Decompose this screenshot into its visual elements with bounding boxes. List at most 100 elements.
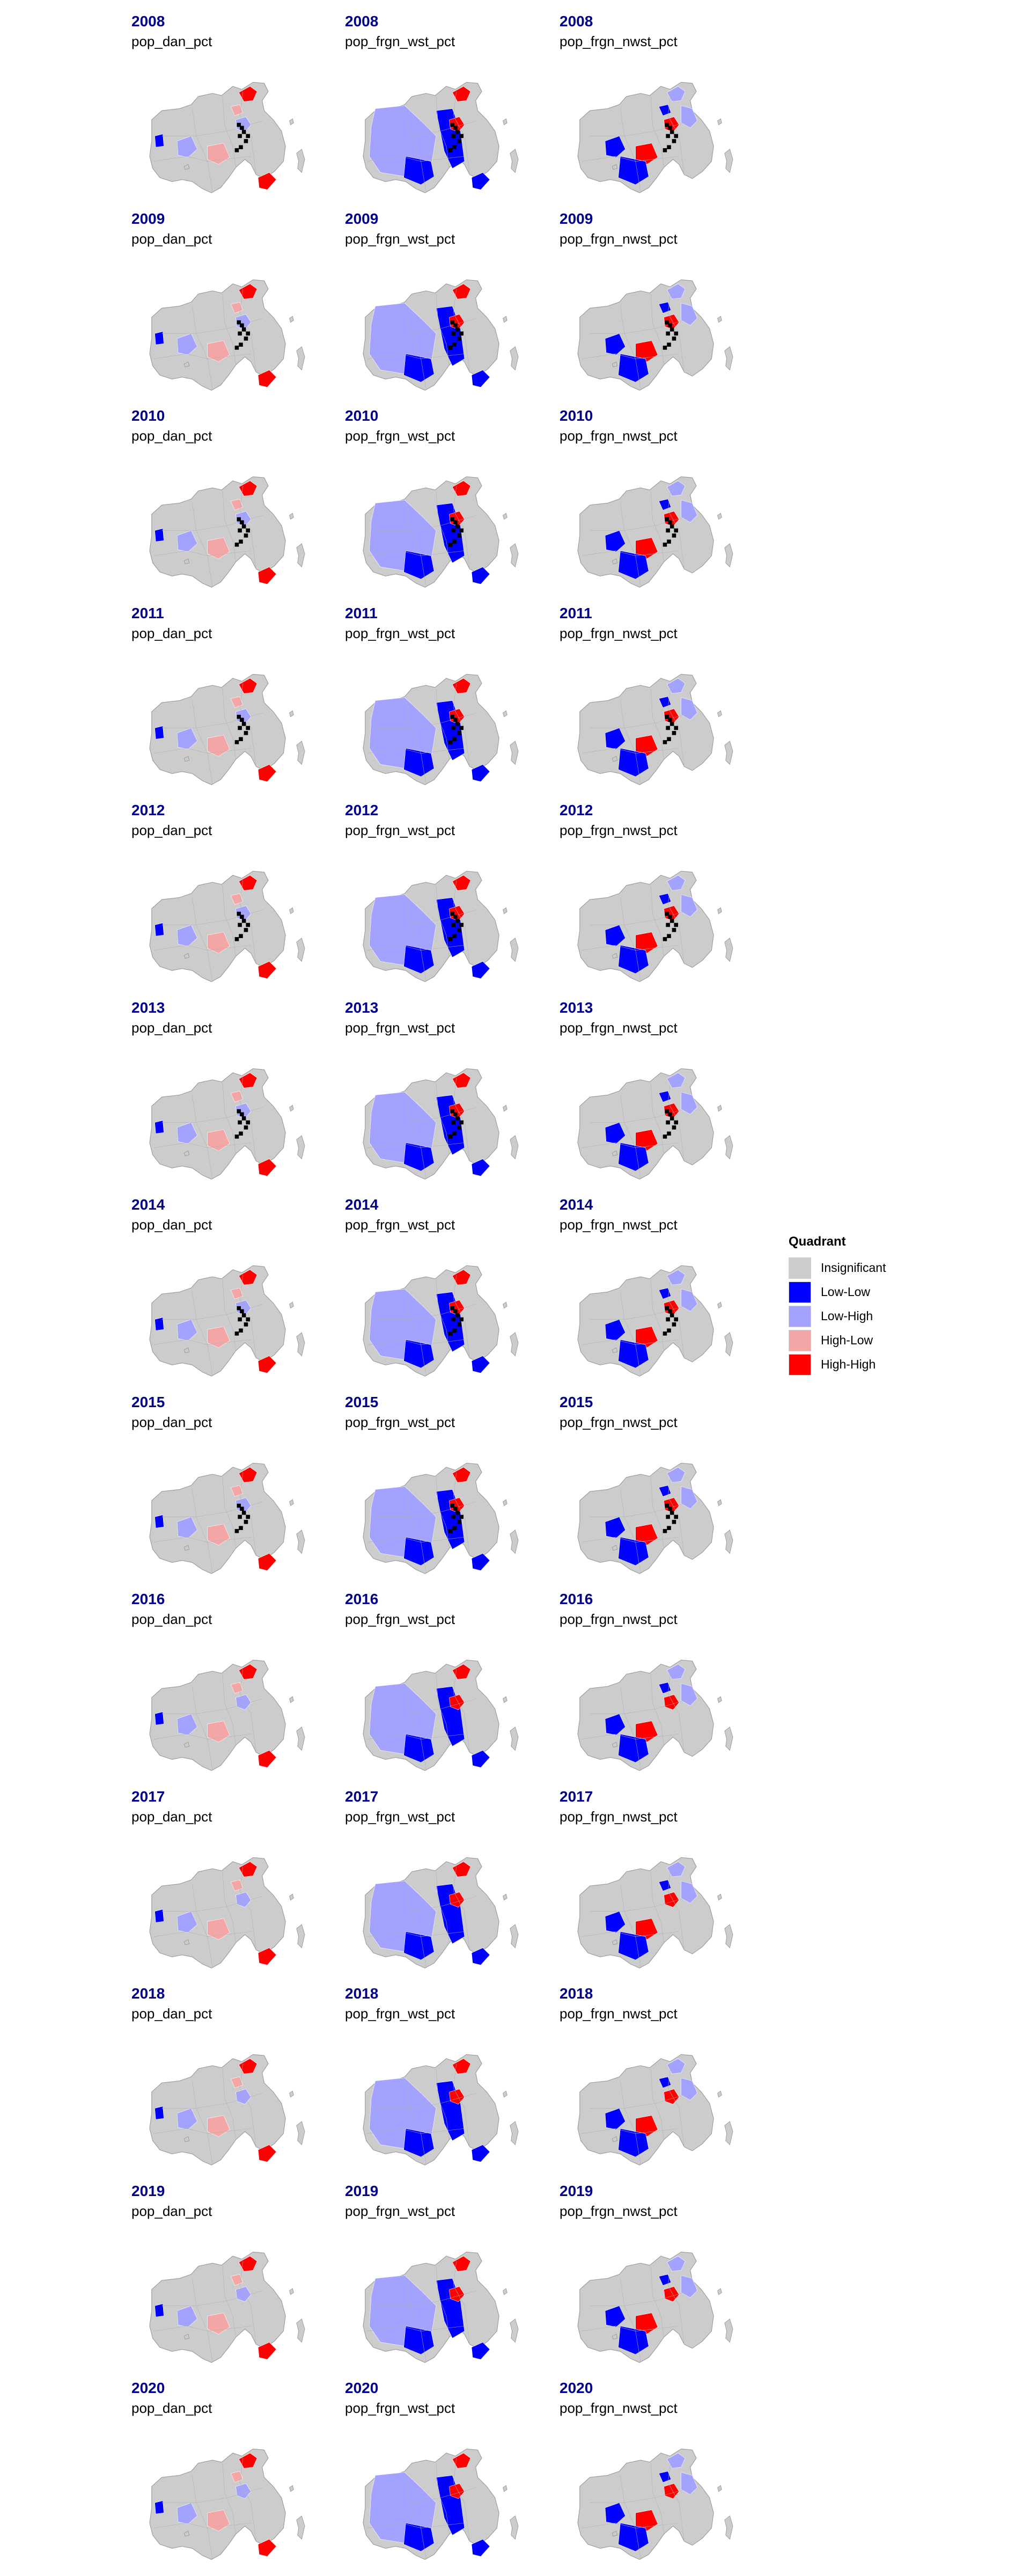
cluster-region [681,2274,698,2298]
island-shape [724,2515,733,2540]
capital-patch [665,1503,669,1507]
cluster-map [363,1857,519,1968]
cluster-region [176,1319,198,1341]
cluster-region [176,530,198,552]
map-panel: 2015 pop_dan_pct [131,1393,341,1586]
cluster-region [207,932,230,954]
capital-patch [663,345,667,350]
island-shape [296,2121,305,2146]
capital-patch [459,1317,464,1322]
capital-patch [240,1112,244,1116]
cluster-region [230,302,244,313]
municipality-border [153,1931,251,1937]
capital-patch [241,1116,246,1121]
cluster-region [238,1269,258,1285]
cluster-region [618,1142,649,1171]
cluster-map [149,279,305,391]
municipality-border [582,2522,679,2528]
cluster-region [449,116,465,133]
panel-year-title: 2014 [131,1196,165,1213]
municipality-border [582,1536,679,1542]
capital-patch [455,1313,460,1318]
capital-patch [674,528,678,533]
capital-patch [239,145,243,149]
cluster-region [452,1664,471,1680]
municipality-border [222,1279,236,1351]
region-outline [149,279,286,391]
capital-patch [244,928,248,932]
capital-patch [674,1317,678,1322]
capital-patch [453,914,458,919]
cluster-region [605,2108,626,2130]
region-outline [149,674,286,785]
cluster-region [176,2108,198,2130]
cluster-region [449,1497,465,1513]
island-shape [503,316,507,323]
cluster-region [658,1287,672,1300]
cluster-region [658,2471,672,2483]
cluster-region [635,2509,658,2531]
panel-variable-label: pop_frgn_wst_pct [345,33,455,49]
cluster-region [658,2076,672,2089]
capital-patch [667,1525,671,1530]
municipality-border [161,2290,263,2306]
panel-year-title: 2008 [131,13,165,30]
cluster-region [618,1536,649,1565]
panel-year-title: 2015 [560,1393,593,1410]
cluster-region [154,725,164,740]
cluster-region [452,875,471,891]
panel-variable-label: pop_frgn_nwst_pct [560,2006,678,2022]
cluster-map [363,2448,519,2560]
cluster-region [664,2483,680,2499]
capital-patch [670,1313,674,1318]
cluster-region [681,1091,698,1115]
cluster-region [258,2341,277,2360]
municipality-border [375,1896,477,1912]
capital-patch [667,736,671,741]
cluster-region [238,283,258,299]
capital-patch [448,1134,453,1139]
cluster-region [258,1947,277,1965]
capital-patch [459,923,464,927]
cluster-region [236,313,252,330]
cluster-region [258,2539,277,2557]
cluster-region [258,2145,277,2162]
map-panel: 2017 pop_dan_pct [131,1787,341,1980]
island-shape [296,1135,305,1159]
panel-year-title: 2010 [345,407,379,424]
cluster-map [577,2448,733,2560]
municipality-border [650,885,664,957]
island-shape [183,1545,190,1550]
municipality-border [406,2475,426,2559]
cluster-region [635,932,658,954]
map-panel: 2018 pop_frgn_nwst_pct [560,1984,769,2177]
municipality-border [406,108,426,192]
cluster-region [618,156,649,185]
cluster-region [236,511,252,527]
capital-patch [674,134,678,138]
cluster-region [658,696,672,708]
capital-patch [672,1519,676,1524]
cluster-region [403,156,435,185]
municipality-border [406,1686,426,1770]
island-shape [612,756,618,762]
island-shape [183,2530,190,2537]
map-panel: 2019 pop_dan_pct [131,2182,341,2375]
legend-item-low-low: Low-Low [789,1280,950,1304]
municipality-border [375,2290,477,2306]
panel-year-title: 2013 [345,999,379,1016]
cluster-region [403,2325,435,2354]
municipality-border [367,1931,465,1937]
municipality-border [436,294,450,365]
capital-patch [450,122,454,127]
cluster-region [635,1523,658,1546]
cluster-region [681,2077,698,2101]
cluster-region [403,2522,435,2552]
municipality-border [650,96,664,168]
cluster-region [154,1711,164,1725]
cluster-region [666,1467,686,1483]
municipality-border [367,1536,465,1542]
municipality-border [582,2325,679,2331]
panel-year-title: 2020 [560,2380,593,2396]
capital-patch [674,1120,678,1124]
